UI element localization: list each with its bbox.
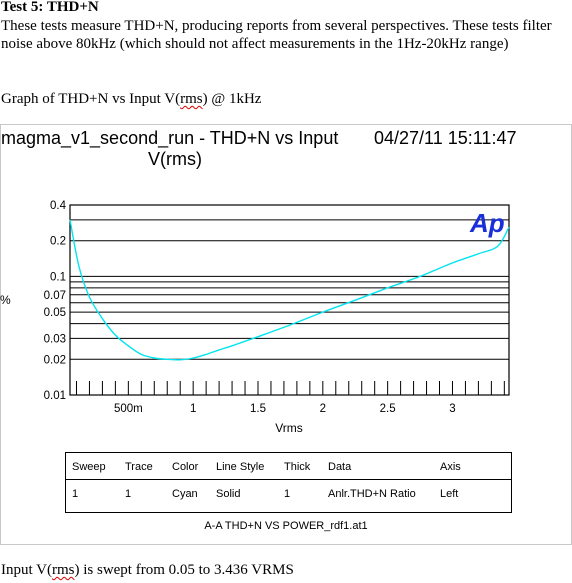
x-tick-label: 2.5 (380, 403, 396, 415)
legend-table: Sweep Trace Color Line Style Thick Data … (65, 452, 512, 513)
legend-header-trace: Trace (125, 461, 153, 473)
y-tick-label: 0.01 (44, 390, 66, 402)
y-tick-label: 0.07 (44, 290, 66, 302)
y-axis-label: % (0, 293, 11, 307)
footer-prefix: Input V( (1, 562, 52, 578)
thdn-figure: 0.4 0.2 0.1 0.07 0.05 0.03 0.02 0.01 500m 1 1.5 2 2.… (0, 124, 572, 545)
legend-header-sweep: Sweep (72, 461, 106, 473)
chart-timestamp: 04/27/11 15:11:47 (374, 128, 517, 148)
caption-rms: rms (180, 91, 203, 107)
thdn-series-line (69, 219, 510, 361)
y-tick-label: 0.02 (44, 354, 66, 366)
x-tick-label: 1 (190, 403, 196, 415)
y-tick-label: 0.4 (50, 200, 67, 212)
thdn-chart: 0.4 0.2 0.1 0.07 0.05 0.03 0.02 0.01 500m 1 1.5 2 2.… (0, 124, 572, 545)
legend-axis-value: Left (440, 488, 459, 500)
x-tick-label: 3 (449, 403, 455, 415)
chart-title-line1: magma_v1_second_run - THD+N vs Input (1, 128, 339, 148)
intro-paragraph: These tests measure THD+N, producing rep… (1, 18, 552, 52)
x-tick-label: 500m (114, 403, 143, 415)
sweep-note: Input V(rms) is swept from 0.05 to 3.436… (1, 562, 294, 579)
section-heading: Test 5: THD+N (1, 0, 99, 15)
legend-header-data: Data (328, 461, 352, 473)
x-axis-label: Vrms (275, 421, 303, 435)
x-tick-label: 2 (320, 403, 326, 415)
caption-suffix: ) @ 1kHz (202, 91, 262, 107)
legend-header-line-style: Line Style (216, 461, 265, 473)
legend-line-style-value: Solid (216, 488, 241, 500)
legend-header-row: Sweep Trace Color Line Style Thick Data … (66, 453, 511, 480)
legend-thick-value: 1 (284, 488, 291, 500)
file-label: A-A THD+N VS POWER_rdf1.at1 (204, 520, 368, 532)
y-tick-label: 0.05 (44, 307, 66, 319)
legend-header-color: Color (172, 461, 199, 473)
footer-rms: rms (51, 562, 75, 578)
legend-header-thick: Thick (284, 461, 311, 473)
caption-prefix: Graph of THD+N vs Input V( (1, 91, 181, 107)
legend-data-value: Anlr.THD+N Ratio (328, 488, 416, 500)
legend-trace-value: 1 (125, 488, 132, 500)
plot-border (69, 204, 510, 396)
legend-header-axis: Axis (440, 461, 461, 473)
legend-data-row: 1 1 Cyan Solid 1 Anlr.THD+N Ratio Left (66, 480, 511, 506)
x-tick-label: 1.5 (250, 403, 266, 415)
y-tick-label: 0.2 (50, 236, 66, 248)
legend-color-value: Cyan (172, 488, 198, 500)
y-tick-label: 0.03 (44, 333, 66, 345)
legend-sweep-value: 1 (72, 488, 79, 500)
ap-logo: Ap (469, 208, 505, 238)
y-tick-label: 0.1 (50, 271, 66, 283)
chart-title-line2: V(rms) (148, 149, 202, 169)
footer-suffix: ) is swept from 0.05 to 3.436 VRMS (74, 562, 294, 578)
graph-caption: Graph of THD+N vs Input V(rms) @ 1kHz (1, 91, 261, 108)
